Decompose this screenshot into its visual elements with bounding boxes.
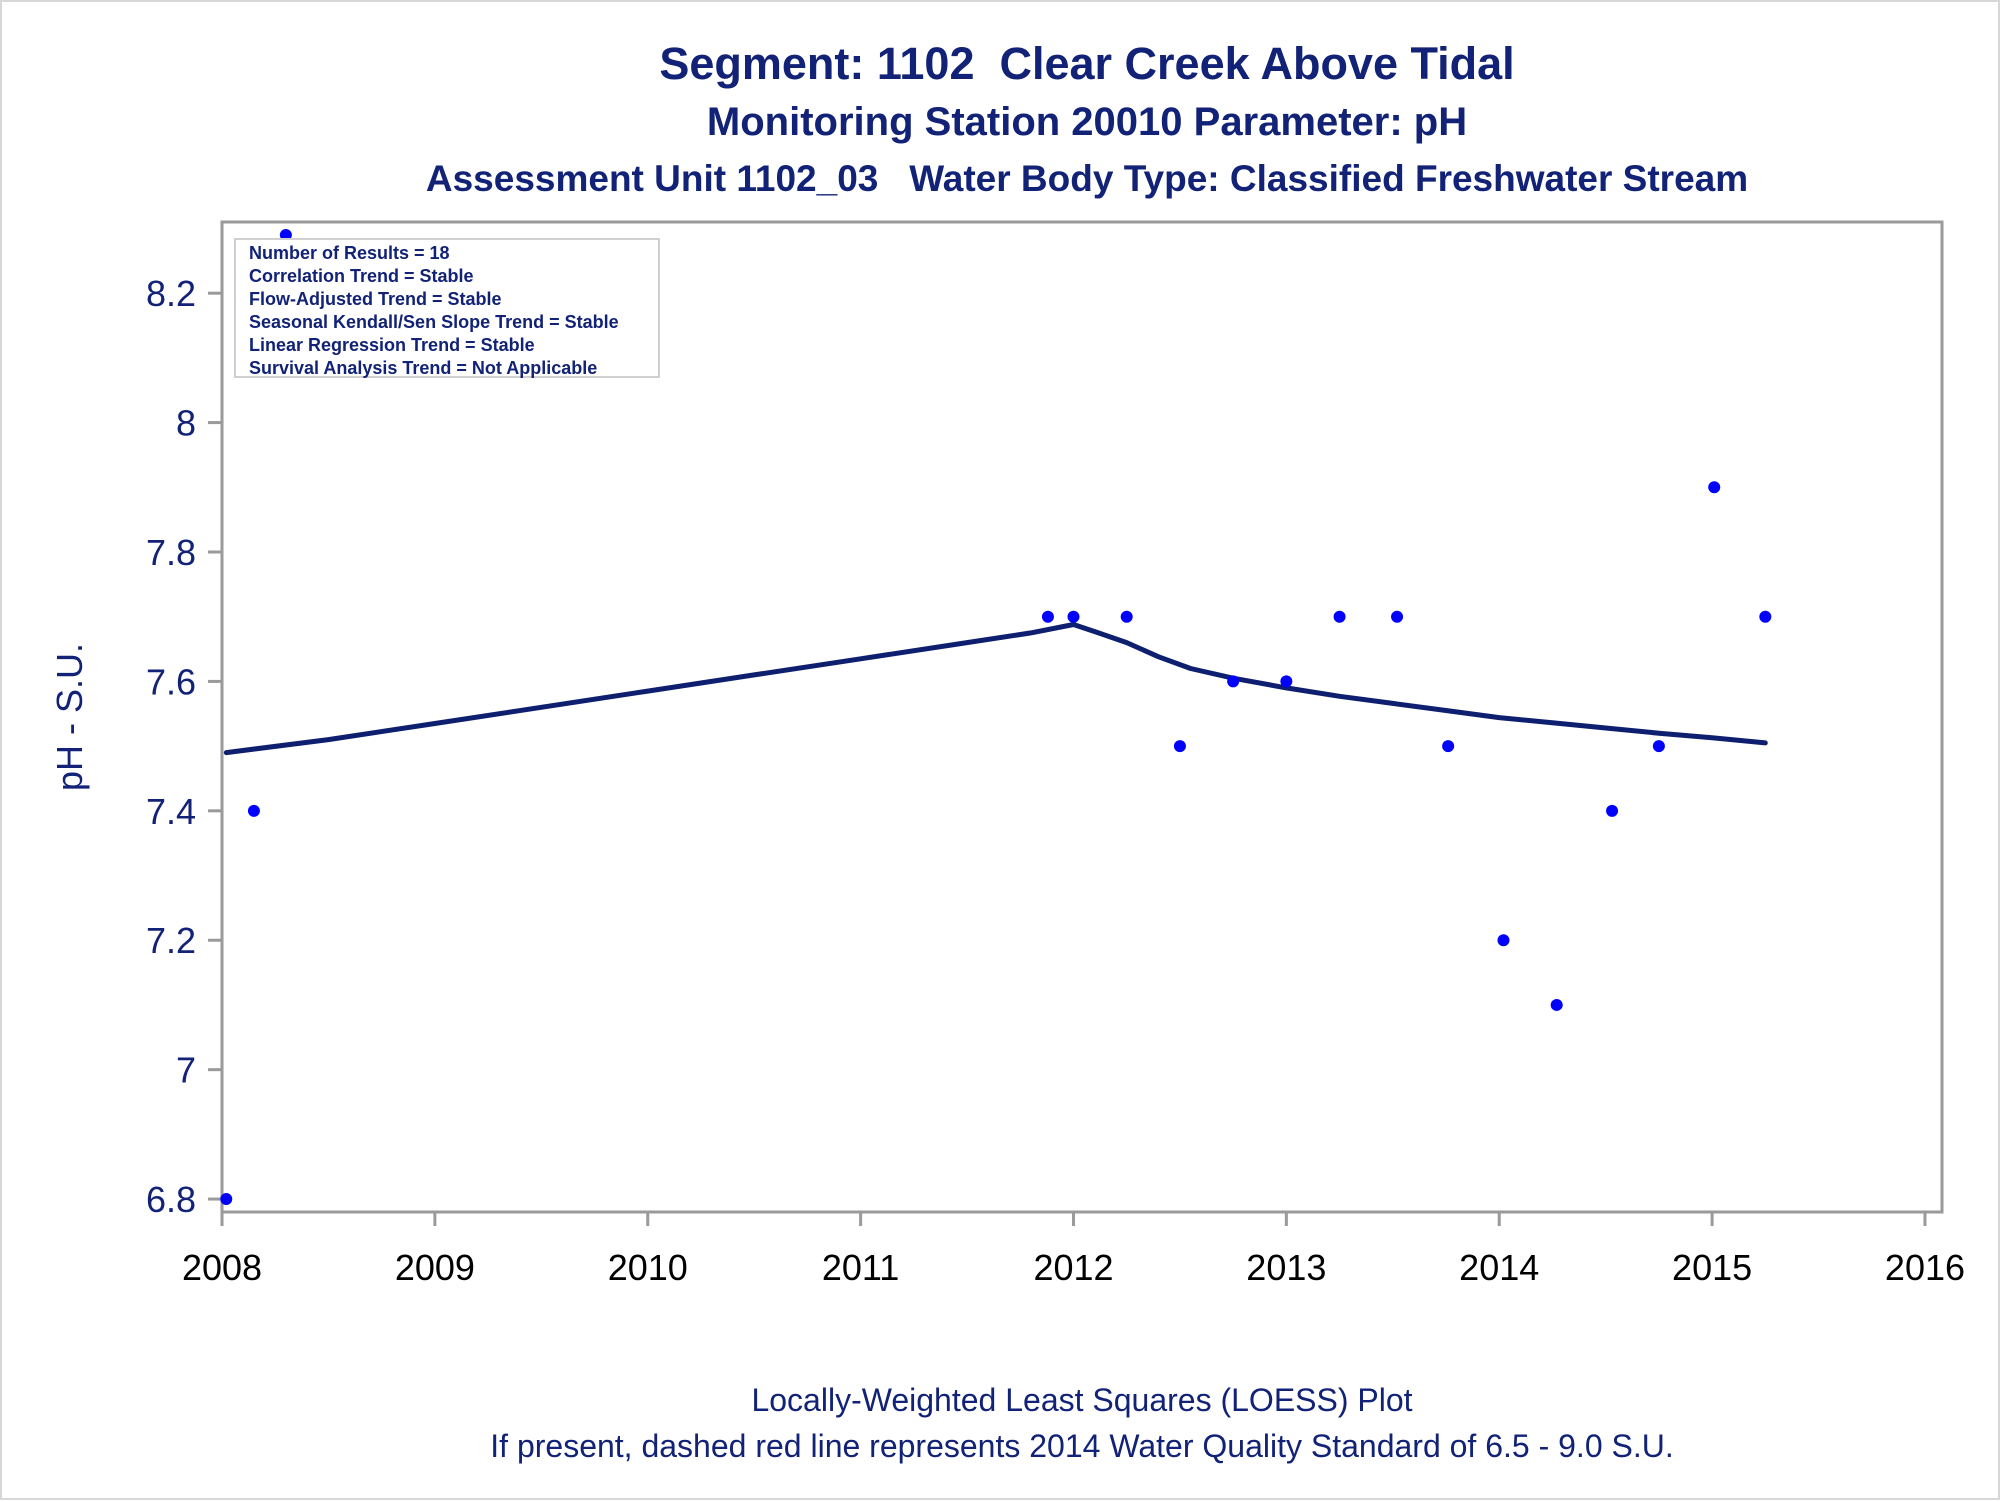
footnote-standard: If present, dashed red line represents 2… bbox=[490, 1428, 1674, 1464]
y-tick-label: 7.6 bbox=[146, 661, 196, 702]
data-point bbox=[1041, 610, 1054, 623]
data-point bbox=[1391, 610, 1404, 623]
stat-linear-regression-trend: Linear Regression Trend = Stable bbox=[249, 335, 535, 355]
x-tick-label: 2013 bbox=[1246, 1247, 1326, 1288]
y-tick-label: 8 bbox=[176, 403, 196, 444]
data-point bbox=[1173, 740, 1186, 753]
data-point bbox=[1280, 675, 1293, 688]
data-point bbox=[1652, 740, 1665, 753]
x-tick-label: 2011 bbox=[822, 1247, 899, 1288]
stat-survival-analysis-trend: Survival Analysis Trend = Not Applicable bbox=[249, 358, 598, 378]
y-tick-label: 8.2 bbox=[146, 273, 196, 314]
y-axis: 6.8 7 7.2 7.4 7.6 7.8 8 8.2 bbox=[146, 273, 222, 1220]
y-tick-label: 7 bbox=[176, 1050, 196, 1091]
y-tick-label: 7.4 bbox=[146, 791, 196, 832]
data-point bbox=[1759, 610, 1772, 623]
stat-seasonal-kendall-trend: Seasonal Kendall/Sen Slope Trend = Stabl… bbox=[249, 312, 619, 332]
x-tick-label: 2014 bbox=[1459, 1247, 1539, 1288]
data-point bbox=[1120, 610, 1133, 623]
data-point bbox=[1497, 934, 1510, 947]
x-tick-label: 2015 bbox=[1672, 1247, 1752, 1288]
chart-subtitle-assessment: Assessment Unit 1102_03 Water Body Type:… bbox=[425, 158, 1749, 199]
y-tick-label: 7.8 bbox=[146, 532, 196, 573]
chart-title: Segment: 1102 Clear Creek Above Tidal bbox=[659, 38, 1515, 89]
y-axis-label: pH - S.U. bbox=[49, 643, 90, 791]
data-point bbox=[1067, 610, 1080, 623]
data-point bbox=[1442, 740, 1455, 753]
x-tick-label: 2010 bbox=[608, 1247, 688, 1288]
data-point bbox=[1550, 998, 1563, 1011]
data-point bbox=[247, 804, 260, 817]
y-tick-label: 6.8 bbox=[146, 1179, 196, 1220]
y-tick-label: 7.2 bbox=[146, 920, 196, 961]
plot-area bbox=[220, 220, 1944, 1214]
data-point bbox=[279, 228, 292, 241]
stat-flow-adjusted-trend: Flow-Adjusted Trend = Stable bbox=[249, 289, 502, 309]
data-point bbox=[220, 1193, 233, 1206]
stat-correlation-trend: Correlation Trend = Stable bbox=[249, 266, 474, 286]
data-point bbox=[1606, 804, 1619, 817]
series-layer bbox=[220, 228, 1772, 1206]
x-tick-label: 2008 bbox=[182, 1247, 262, 1288]
x-tick-label: 2009 bbox=[395, 1247, 475, 1288]
loess-line bbox=[223, 622, 1768, 756]
data-point bbox=[1708, 481, 1721, 494]
x-tick-label: 2016 bbox=[1885, 1247, 1965, 1288]
x-tick-label: 2012 bbox=[1033, 1247, 1113, 1288]
data-point bbox=[1333, 610, 1346, 623]
stat-number-of-results: Number of Results = 18 bbox=[249, 243, 450, 263]
x-axis: 2008 2009 2010 2011 2012 2013 2014 2015 2016 bbox=[182, 1212, 1965, 1288]
chart-subtitle-station: Monitoring Station 20010 Parameter: pH bbox=[706, 100, 1468, 144]
footnote-loess: Locally-Weighted Least Squares (LOESS) P… bbox=[751, 1382, 1413, 1418]
data-point bbox=[1227, 675, 1240, 688]
trend-statistics-box: Number of Results = 18 Correlation Trend… bbox=[234, 238, 660, 378]
